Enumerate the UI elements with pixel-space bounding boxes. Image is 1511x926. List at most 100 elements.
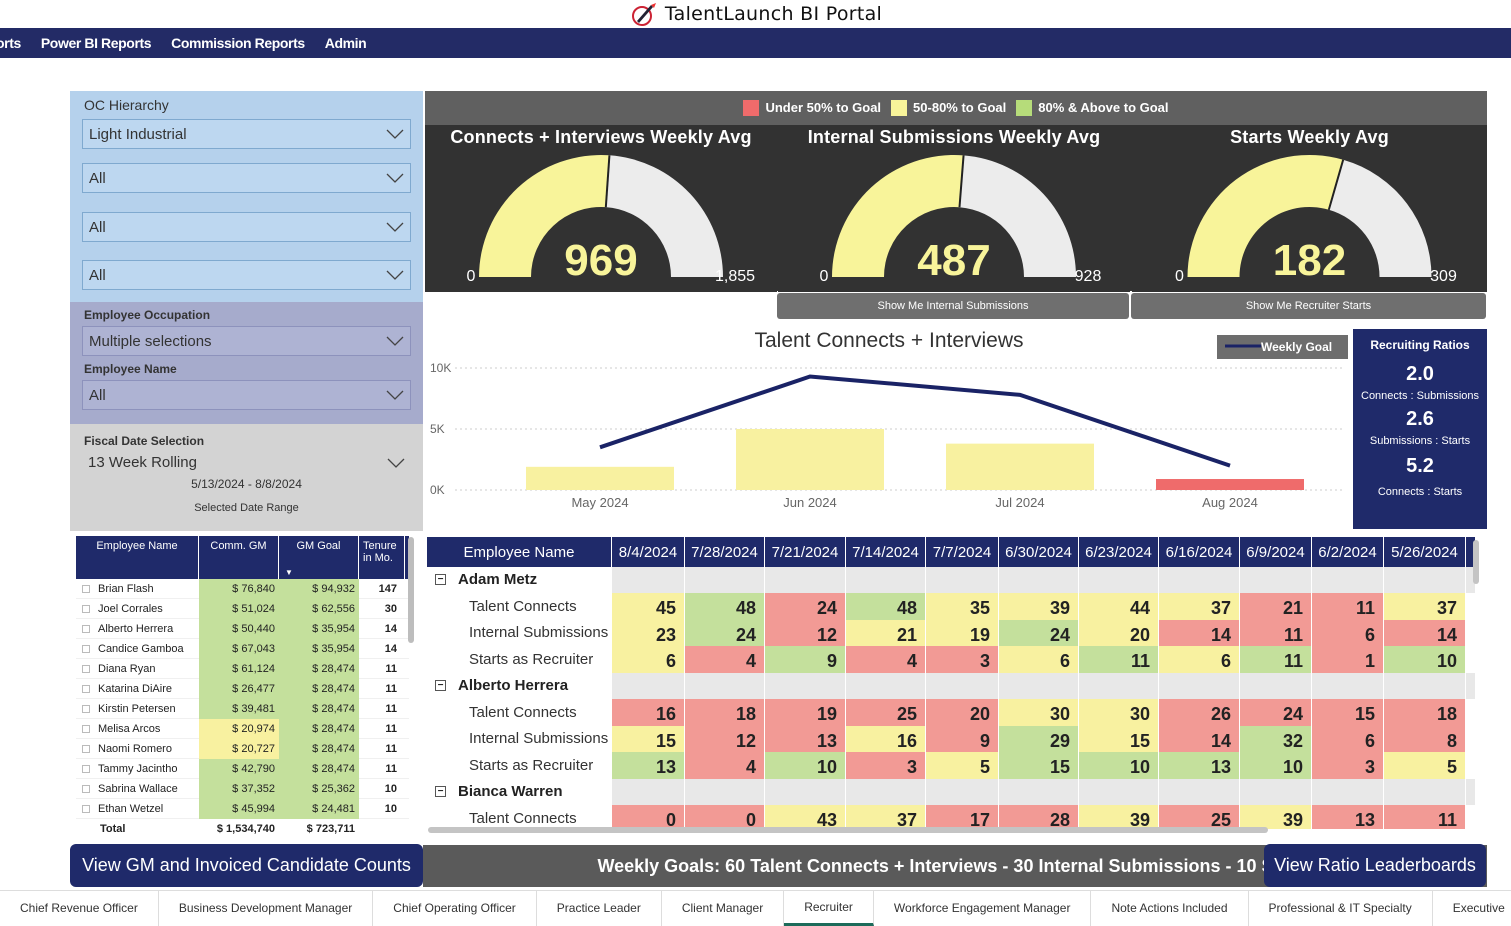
expand-plus-icon[interactable] bbox=[82, 724, 90, 733]
matrix-value-cell: 11 bbox=[1384, 805, 1466, 829]
gm-total-row: Total $ 1,534,740 $ 723,711 bbox=[76, 819, 409, 838]
matrix-vertical-scrollbar[interactable] bbox=[1473, 540, 1479, 584]
tab-recruiter[interactable]: Recruiter bbox=[784, 890, 874, 926]
tab-client-manager[interactable]: Client Manager bbox=[662, 890, 785, 926]
matrix-date-header[interactable]: 7/14/2024 bbox=[846, 537, 926, 567]
gm-cell-comm: $ 37,352 bbox=[199, 778, 279, 799]
nav-reports[interactable]: orts bbox=[0, 35, 21, 51]
gm-table-row[interactable]: Tammy Jacintho $ 42,790 $ 28,474 11 bbox=[76, 758, 409, 779]
matrix-metric-label: Talent Connects bbox=[469, 703, 577, 721]
gm-table-row[interactable]: Candice Gamboa $ 67,043 $ 35,954 14 bbox=[76, 638, 409, 659]
gm-table-scrollbar[interactable] bbox=[408, 537, 414, 643]
chart-bar[interactable] bbox=[1156, 479, 1304, 490]
gm-table-row[interactable]: Naomi Romero $ 20,727 $ 28,474 11 bbox=[76, 738, 409, 759]
matrix-horizontal-scrollbar[interactable] bbox=[428, 827, 1268, 833]
oc-dropdown-2[interactable]: All bbox=[82, 163, 411, 193]
gm-cell-goal: $ 28,474 bbox=[279, 658, 359, 679]
show-internal-submissions-button[interactable]: Show Me Internal Submissions bbox=[777, 293, 1129, 319]
matrix-date-header[interactable]: 6/2/2024 bbox=[1312, 537, 1384, 567]
expand-plus-icon[interactable] bbox=[82, 704, 90, 713]
expand-plus-icon[interactable] bbox=[82, 644, 90, 653]
gm-table-row[interactable]: Melisa Arcos $ 20,974 $ 28,474 11 bbox=[76, 718, 409, 739]
tab-professional-it-specialty[interactable]: Professional & IT Specialty bbox=[1249, 890, 1433, 926]
collapse-minus-icon[interactable]: − bbox=[435, 574, 446, 586]
matrix-group-row[interactable]: − Alberto Herrera bbox=[427, 672, 1475, 700]
expand-plus-icon[interactable] bbox=[82, 764, 90, 773]
gm-cell-tenure: 14 bbox=[384, 642, 397, 655]
oc-dropdown-3[interactable]: All bbox=[82, 212, 411, 242]
gm-table-row[interactable]: Joel Corrales $ 51,024 $ 62,556 30 bbox=[76, 598, 409, 619]
matrix-date-header[interactable]: 6/30/2024 bbox=[999, 537, 1079, 567]
fiscal-date-dropdown[interactable]: 13 Week Rolling bbox=[70, 454, 423, 471]
matrix-header-name[interactable]: Employee Name bbox=[427, 537, 612, 567]
show-recruiter-starts-button[interactable]: Show Me Recruiter Starts bbox=[1131, 293, 1486, 319]
gm-cell-name: Ethan Wetzel bbox=[76, 799, 199, 819]
nav-power-bi-reports[interactable]: Power BI Reports bbox=[40, 35, 152, 51]
gm-table-row[interactable]: Ethan Wetzel $ 45,994 $ 24,481 10 bbox=[76, 798, 409, 819]
tab-chief-operating-officer[interactable]: Chief Operating Officer bbox=[373, 890, 537, 926]
oc-hierarchy-label: OC Hierarchy bbox=[84, 97, 169, 113]
gm-total-tenure bbox=[359, 819, 405, 839]
gm-table-row[interactable]: Alberto Herrera $ 50,440 $ 35,954 14 bbox=[76, 618, 409, 639]
gm-cell-goal: $ 24,481 bbox=[279, 798, 359, 819]
view-ratio-leaderboards-button[interactable]: View Ratio Leaderboards bbox=[1264, 844, 1486, 887]
expand-plus-icon[interactable] bbox=[82, 744, 90, 753]
matrix-group-blank bbox=[612, 672, 685, 699]
collapse-minus-icon[interactable]: − bbox=[435, 680, 446, 692]
gm-cell-name: Tammy Jacintho bbox=[76, 759, 199, 779]
expand-plus-icon[interactable] bbox=[82, 684, 90, 693]
matrix-group-row[interactable]: − Adam Metz bbox=[427, 566, 1475, 594]
gm-table-row[interactable]: Brian Flash $ 76,840 $ 94,932 147 bbox=[76, 578, 409, 599]
gauge-submissions: 487 0 928 Internal Submissions Weekly Avg bbox=[778, 125, 1130, 292]
gm-table-row[interactable]: Kirstin Petersen $ 39,481 $ 28,474 11 bbox=[76, 698, 409, 719]
gm-header-comm[interactable]: Comm. GM bbox=[199, 536, 279, 579]
gm-header-name[interactable]: Employee Name bbox=[76, 536, 199, 579]
gm-employee-name: Melisa Arcos bbox=[98, 722, 161, 735]
employee-occupation-dropdown[interactable]: Multiple selections bbox=[82, 326, 411, 356]
tab-practice-leader[interactable]: Practice Leader bbox=[537, 890, 662, 926]
tab-business-development-manager[interactable]: Business Development Manager bbox=[159, 890, 374, 926]
tab-note-actions-included[interactable]: Note Actions Included bbox=[1091, 890, 1249, 926]
matrix-value-cell: 30 bbox=[1079, 699, 1159, 726]
matrix-date-header[interactable]: 7/21/2024 bbox=[765, 537, 846, 567]
matrix-date-header[interactable]: 6/23/2024 bbox=[1079, 537, 1159, 567]
expand-plus-icon[interactable] bbox=[82, 584, 90, 593]
matrix-date-header[interactable]: 7/28/2024 bbox=[685, 537, 765, 567]
nav-admin[interactable]: Admin bbox=[324, 35, 367, 51]
matrix-date-header[interactable]: 6/9/2024 bbox=[1240, 537, 1312, 567]
employee-name-dropdown[interactable]: All bbox=[82, 380, 411, 410]
view-gm-button[interactable]: View GM and Invoiced Candidate Counts bbox=[70, 844, 423, 887]
expand-plus-icon[interactable] bbox=[82, 624, 90, 633]
matrix-date-header[interactable]: 5/26/2024 bbox=[1384, 537, 1466, 567]
gm-table-row[interactable]: Sabrina Wallace $ 37,352 $ 25,362 10 bbox=[76, 778, 409, 799]
expand-plus-icon[interactable] bbox=[82, 804, 90, 813]
gm-header-goal[interactable]: GM Goal ▼ bbox=[279, 536, 359, 579]
chart-bar[interactable] bbox=[736, 429, 884, 490]
chart-bar[interactable] bbox=[526, 466, 674, 490]
matrix-date-header[interactable]: 8/4/2024 bbox=[612, 537, 685, 567]
gm-table-row[interactable]: Katarina DiAire $ 26,477 $ 28,474 11 bbox=[76, 678, 409, 699]
gm-cell-name: Brian Flash bbox=[76, 579, 199, 599]
sort-desc-icon: ▼ bbox=[285, 568, 293, 577]
expand-plus-icon[interactable] bbox=[82, 664, 90, 673]
tab-workforce-engagement-manager[interactable]: Workforce Engagement Manager bbox=[874, 890, 1092, 926]
gm-header-tenure[interactable]: Tenure in Mo. bbox=[359, 536, 405, 579]
tab-chief-revenue-officer[interactable]: Chief Revenue Officer bbox=[0, 890, 159, 926]
expand-plus-icon[interactable] bbox=[82, 604, 90, 613]
gm-cell-goal: $ 25,362 bbox=[279, 778, 359, 799]
gm-cell-comm: $ 76,840 bbox=[199, 578, 279, 599]
gm-employee-name: Katarina DiAire bbox=[98, 682, 172, 695]
gm-table-header: Employee Name Comm. GM GM Goal ▼ Tenure i… bbox=[76, 536, 409, 579]
oc-dropdown-1[interactable]: Light Industrial bbox=[82, 119, 411, 149]
collapse-minus-icon[interactable]: − bbox=[435, 786, 446, 798]
oc-dropdown-4[interactable]: All bbox=[82, 260, 411, 290]
gm-table-row[interactable]: Diana Ryan $ 61,124 $ 28,474 11 bbox=[76, 658, 409, 679]
chart-bar[interactable] bbox=[946, 443, 1094, 490]
matrix-date-header[interactable]: 7/7/2024 bbox=[926, 537, 999, 567]
tab-executive[interactable]: Executive bbox=[1433, 891, 1511, 926]
expand-plus-icon[interactable] bbox=[82, 784, 90, 793]
matrix-value-cell: 4 bbox=[846, 646, 926, 673]
matrix-group-row[interactable]: − Bianca Warren bbox=[427, 778, 1475, 806]
nav-commission-reports[interactable]: Commission Reports bbox=[171, 35, 305, 51]
matrix-date-header[interactable]: 6/16/2024 bbox=[1159, 537, 1240, 567]
